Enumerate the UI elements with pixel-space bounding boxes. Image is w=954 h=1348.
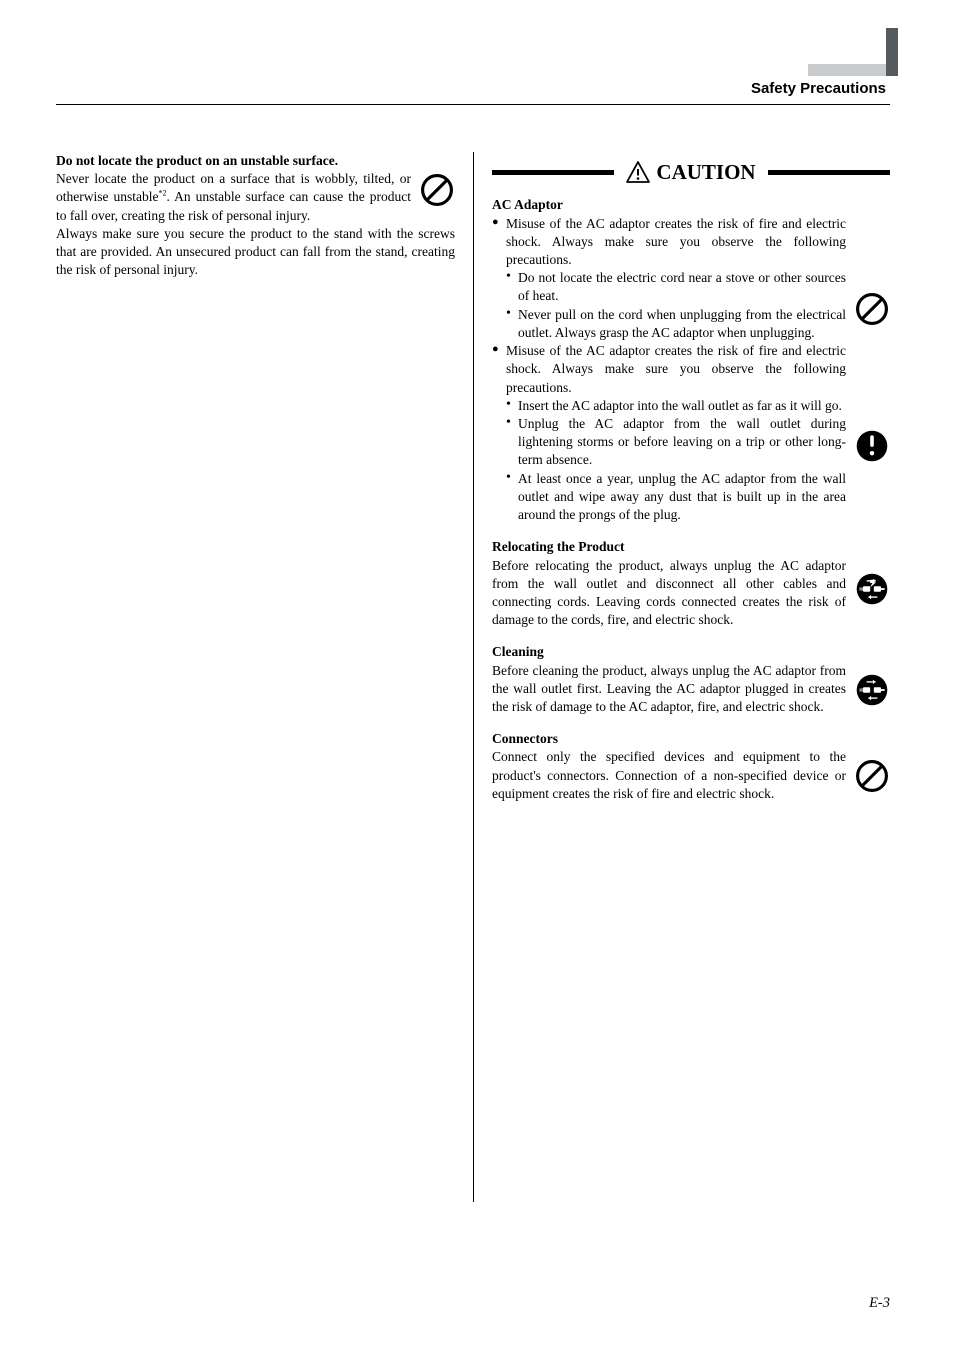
relocating-heading: Relocating the Product <box>492 538 890 556</box>
caution-rule-right <box>768 170 890 175</box>
ac-b1-i1: Do not locate the electric cord near a s… <box>506 269 846 305</box>
ac-sublist-2: Insert the AC adaptor into the wall outl… <box>506 397 846 525</box>
caution-label: CAUTION <box>656 158 755 186</box>
unplug-icon <box>854 672 890 708</box>
connectors-heading: Connectors <box>492 730 890 748</box>
page-corner-marker <box>808 28 898 76</box>
page-header-title: Safety Precautions <box>751 80 886 97</box>
ac-b2-intro: Misuse of the AC adaptor creates the ris… <box>492 342 846 397</box>
prohibit-icon <box>854 758 890 794</box>
ac-b1-i2: Never pull on the cord when unplugging f… <box>506 306 846 342</box>
caution-center: CAUTION <box>614 158 767 186</box>
secure-stand-block: Always make sure you secure the product … <box>56 225 455 280</box>
cleaning-body: Before cleaning the product, always unpl… <box>492 663 846 714</box>
cleaning-heading: Cleaning <box>492 643 890 661</box>
unstable-surface-heading: Do not locate the product on an unstable… <box>56 152 455 170</box>
page-number: E-3 <box>869 1295 890 1312</box>
ac-block-2: Misuse of the AC adaptor creates the ris… <box>492 342 890 524</box>
warning-triangle-icon <box>626 161 650 183</box>
relocating-body: Before relocating the product, always un… <box>492 558 846 628</box>
left-column: Do not locate the product on an unstable… <box>56 152 473 1202</box>
unplug-icon <box>854 571 890 607</box>
marker-light <box>808 64 886 76</box>
marker-dark <box>886 28 898 76</box>
connectors-body: Connect only the specified devices and e… <box>492 749 846 800</box>
relocating-block: Before relocating the product, always un… <box>492 557 890 630</box>
unstable-surface-block: Never locate the product on a surface th… <box>56 170 455 225</box>
ac-sublist-1: Do not locate the electric cord near a s… <box>506 269 846 342</box>
content-columns: Do not locate the product on an unstable… <box>56 152 890 1202</box>
prohibit-icon <box>854 291 890 327</box>
ac-b1-intro: Misuse of the AC adaptor creates the ris… <box>492 215 846 270</box>
prohibit-icon <box>419 172 455 208</box>
mandatory-icon <box>854 428 890 464</box>
ac-adaptor-heading: AC Adaptor <box>492 196 890 214</box>
ac-b2-i2: Unplug the AC adaptor from the wall outl… <box>506 415 846 470</box>
cleaning-block: Before cleaning the product, always unpl… <box>492 662 890 717</box>
ac-list-1: Misuse of the AC adaptor creates the ris… <box>492 215 846 270</box>
caution-rule-left <box>492 170 614 175</box>
right-column: CAUTION AC Adaptor Misuse of the AC adap… <box>473 152 890 1202</box>
ac-list-2: Misuse of the AC adaptor creates the ris… <box>492 342 846 397</box>
ac-block-1: Misuse of the AC adaptor creates the ris… <box>492 215 890 343</box>
ac-b2-i3: At least once a year, unplug the AC adap… <box>506 470 846 525</box>
connectors-block: Connect only the specified devices and e… <box>492 748 890 803</box>
header-rule <box>56 104 890 105</box>
ac-b2-i1: Insert the AC adaptor into the wall outl… <box>506 397 846 415</box>
caution-banner: CAUTION <box>492 158 890 186</box>
